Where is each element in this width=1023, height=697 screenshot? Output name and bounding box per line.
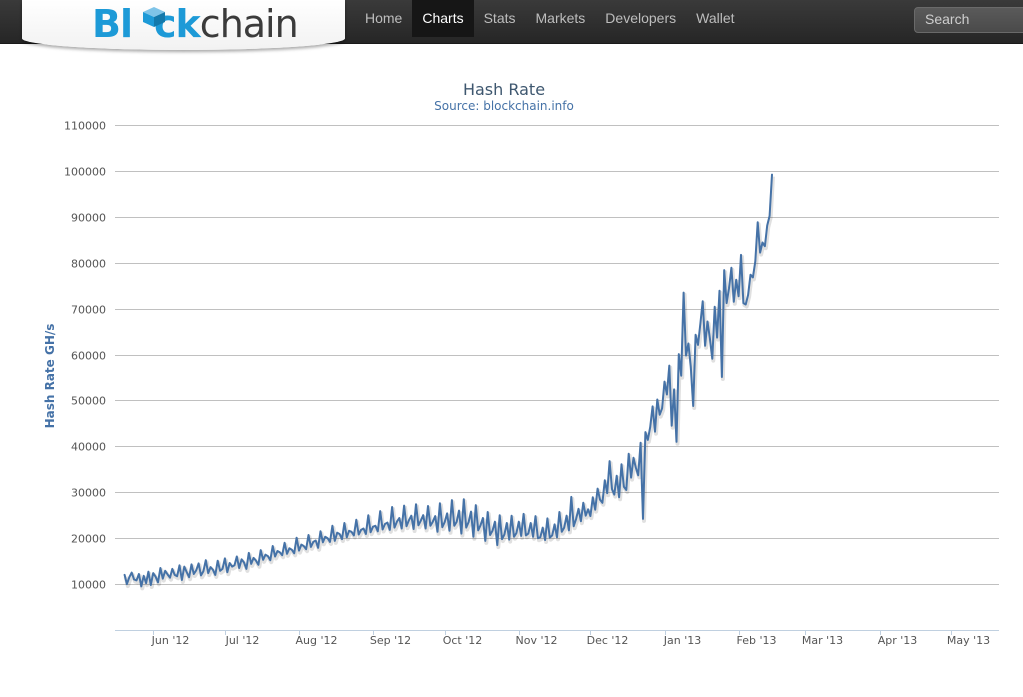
brand-logo[interactable]: Bl ckchain [92, 2, 299, 46]
y-tick-label: 70000 [71, 304, 106, 317]
nav-item-home[interactable]: Home [365, 10, 403, 26]
chart-subtitle: Source: blockchain.info [434, 99, 574, 113]
x-tick-label: Jun '12 [151, 634, 190, 647]
x-tick-label: Feb '13 [737, 634, 777, 647]
x-tick-label: Apr '13 [878, 634, 918, 647]
brand-suffix: chain [199, 2, 299, 46]
hash-rate-series-line[interactable] [123, 173, 773, 588]
y-tick-label: 30000 [71, 487, 106, 500]
y-tick-label: 90000 [71, 212, 106, 225]
nav-item-wallet[interactable]: Wallet [696, 10, 735, 26]
nav-item-developers[interactable]: Developers [605, 10, 677, 26]
brand-prefix: Bl [92, 2, 133, 46]
top-navbar: Bl ckchain Home Charts Stats Markets Develope… [0, 0, 1023, 50]
x-tick-label: Mar '13 [802, 634, 843, 647]
x-tick-label: Jul '12 [225, 634, 260, 647]
y-tick-label: 110000 [64, 120, 106, 133]
x-tick-label: Nov '12 [516, 634, 558, 647]
chart-title: Hash Rate [462, 80, 546, 99]
blockchain-cube-icon [143, 7, 165, 27]
y-tick-label: 80000 [71, 258, 106, 271]
y-tick-label: 100000 [64, 166, 106, 179]
x-tick-label: May '13 [947, 634, 990, 647]
y-tick-label: 40000 [71, 441, 106, 454]
y-tick-label: 20000 [71, 533, 106, 546]
series-layer [123, 173, 775, 591]
axes: 10000 20000 30000 40000 50000 60000 70000 80000… [64, 120, 999, 647]
search-input[interactable]: Search [914, 7, 1023, 33]
y-tick-label: 10000 [71, 579, 106, 592]
brand-plate [22, 0, 345, 50]
nav-item-charts[interactable]: Charts [412, 0, 474, 37]
x-tick-label: Sep '12 [370, 634, 411, 647]
grid-lines [115, 125, 999, 585]
y-tick-label: 60000 [71, 350, 106, 363]
x-tick-label: Aug '12 [296, 634, 338, 647]
x-tick-label: Jan '13 [663, 634, 701, 647]
brand-mid: ck [154, 2, 201, 46]
x-tick-label: Dec '12 [587, 634, 629, 647]
y-tick-label: 50000 [71, 395, 106, 408]
x-tick-label: Oct '12 [443, 634, 483, 647]
nav-item-stats[interactable]: Stats [483, 10, 516, 26]
main-nav: Home Charts Stats Markets Developers Wallet [355, 0, 745, 43]
nav-item-markets[interactable]: Markets [535, 10, 586, 26]
